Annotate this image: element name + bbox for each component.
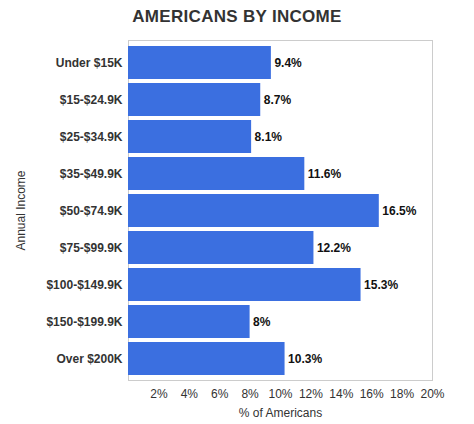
svg-text:10%: 10% <box>268 387 292 401</box>
svg-text:$15-$24.9K: $15-$24.9K <box>60 93 123 107</box>
svg-text:Over $200K: Over $200K <box>56 352 122 366</box>
svg-text:$75-$99.9K: $75-$99.9K <box>60 241 123 255</box>
svg-text:14%: 14% <box>329 387 353 401</box>
svg-text:11.6%: 11.6% <box>308 167 342 181</box>
svg-text:12%: 12% <box>299 387 323 401</box>
svg-text:2%: 2% <box>150 387 168 401</box>
svg-text:$35-$49.9K: $35-$49.9K <box>60 167 123 181</box>
svg-text:$50-$74.9K: $50-$74.9K <box>60 204 123 218</box>
svg-text:16%: 16% <box>360 387 384 401</box>
svg-text:6%: 6% <box>211 387 229 401</box>
svg-text:$100-$149.9K: $100-$149.9K <box>46 278 122 292</box>
svg-text:$150-$199.9K: $150-$199.9K <box>46 315 122 329</box>
svg-text:12.2%: 12.2% <box>317 241 351 255</box>
svg-text:$25-$34.9K: $25-$34.9K <box>60 130 123 144</box>
svg-text:15.3%: 15.3% <box>364 278 398 292</box>
svg-text:8%: 8% <box>241 387 259 401</box>
svg-text:16.5%: 16.5% <box>382 204 416 218</box>
svg-text:8.7%: 8.7% <box>264 93 292 107</box>
svg-text:4%: 4% <box>181 387 199 401</box>
svg-text:Under $15K: Under $15K <box>56 56 123 70</box>
html-text:AMERICANS BY INCOME: AMERICANS BY INCOME <box>132 7 342 26</box>
svg-text:10.3%: 10.3% <box>288 352 322 366</box>
svg-text:20%: 20% <box>420 387 444 401</box>
svg-text:8%: 8% <box>253 315 271 329</box>
svg-text:8.1%: 8.1% <box>255 130 283 144</box>
svg-text:% of Americans: % of Americans <box>239 406 322 420</box>
svg-text:18%: 18% <box>390 387 414 401</box>
svg-text:9.4%: 9.4% <box>274 56 302 70</box>
svg-text:Annual Income: Annual Income <box>14 170 28 250</box>
